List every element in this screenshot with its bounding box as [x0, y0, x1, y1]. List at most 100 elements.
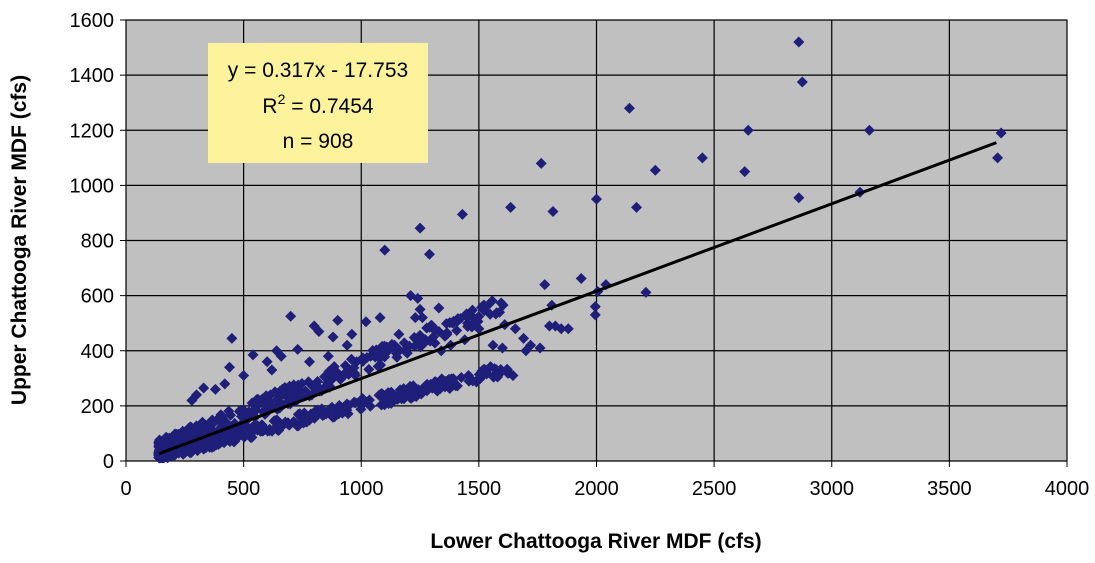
y-tick-label: 1000	[70, 175, 115, 197]
data-point	[240, 427, 252, 439]
data-point	[376, 399, 388, 411]
y-tick-label: 200	[81, 396, 114, 418]
data-point	[266, 364, 278, 376]
data-point	[992, 152, 1004, 164]
data-point	[355, 403, 367, 415]
x-tick-label: 4000	[1045, 478, 1090, 500]
data-point	[995, 127, 1007, 139]
x-tick-label: 2000	[574, 478, 619, 500]
data-point	[226, 332, 238, 344]
data-point	[360, 316, 372, 328]
data-point	[507, 370, 519, 382]
regression-annotation: y = 0.317x - 17.753 R2 = 0.7454 n = 908	[208, 43, 428, 163]
data-point	[793, 36, 805, 48]
data-point	[209, 383, 221, 395]
data-point	[332, 314, 344, 326]
data-point	[292, 380, 304, 392]
data-point	[275, 350, 287, 362]
data-point	[379, 244, 391, 256]
data-point	[285, 390, 297, 402]
data-point	[630, 201, 642, 213]
data-point	[497, 299, 509, 311]
data-point	[346, 328, 358, 340]
x-tick-label: 1500	[457, 478, 502, 500]
r-squared-label: R2 = 0.7454	[262, 91, 373, 118]
data-point	[302, 376, 314, 388]
data-point	[269, 386, 281, 398]
y-tick-label: 400	[81, 341, 114, 363]
y-tick-label: 1400	[70, 65, 115, 87]
data-point	[796, 76, 808, 88]
data-point	[196, 416, 208, 428]
data-point	[224, 361, 236, 373]
data-point	[247, 349, 259, 361]
trendline	[158, 141, 997, 456]
data-point	[518, 332, 530, 344]
data-point	[372, 360, 384, 372]
data-point	[330, 365, 342, 377]
data-point	[327, 331, 339, 343]
data-point	[341, 404, 353, 416]
data-point	[160, 436, 172, 448]
data-point	[589, 309, 601, 321]
data-point	[391, 351, 403, 363]
data-point	[408, 381, 420, 393]
axes	[120, 19, 1068, 467]
data-point	[696, 152, 708, 164]
sample-size-label: n = 908	[283, 130, 354, 153]
annotation-box	[208, 43, 428, 163]
data-point	[739, 166, 751, 178]
data-point	[640, 286, 652, 298]
data-point	[414, 330, 426, 342]
data-point	[322, 350, 334, 362]
data-point	[562, 323, 574, 335]
data-point	[363, 363, 375, 375]
data-point	[308, 320, 320, 332]
data-point	[357, 352, 369, 364]
data-point	[349, 367, 361, 379]
data-point	[520, 345, 532, 357]
data-point	[491, 367, 503, 379]
data-point	[534, 342, 546, 354]
data-point	[374, 312, 386, 324]
data-point	[379, 351, 391, 363]
trendline-group	[158, 141, 997, 456]
x-tick-label: 3500	[927, 478, 972, 500]
data-point	[274, 421, 286, 433]
x-tick-label: 0	[120, 478, 131, 500]
data-point	[345, 353, 357, 365]
data-point	[535, 157, 547, 169]
data-point	[429, 337, 441, 349]
data-point	[266, 425, 278, 437]
data-point	[409, 312, 421, 324]
y-tick-label: 1600	[70, 10, 115, 32]
data-point	[547, 206, 559, 218]
data-point	[271, 394, 283, 406]
y-tick-label: 1200	[70, 120, 115, 142]
data-point	[279, 382, 291, 394]
x-tick-label: 1000	[339, 478, 384, 500]
data-point	[414, 303, 426, 315]
data-point	[439, 330, 451, 342]
data-point	[285, 310, 297, 322]
data-point	[455, 312, 467, 324]
data-point	[383, 397, 395, 409]
data-point	[378, 340, 390, 352]
data-point	[549, 320, 561, 332]
data-points	[153, 36, 1007, 464]
data-point	[491, 307, 503, 319]
data-point	[472, 315, 484, 327]
data-point	[496, 342, 508, 354]
data-point	[317, 410, 329, 422]
data-point	[177, 448, 189, 460]
data-point	[229, 427, 241, 439]
data-point	[398, 383, 410, 395]
data-point	[456, 208, 468, 220]
data-point	[334, 373, 346, 385]
data-point	[423, 248, 435, 260]
data-point	[463, 375, 475, 387]
data-point	[223, 405, 235, 417]
data-point	[219, 378, 231, 390]
data-point	[429, 323, 441, 335]
